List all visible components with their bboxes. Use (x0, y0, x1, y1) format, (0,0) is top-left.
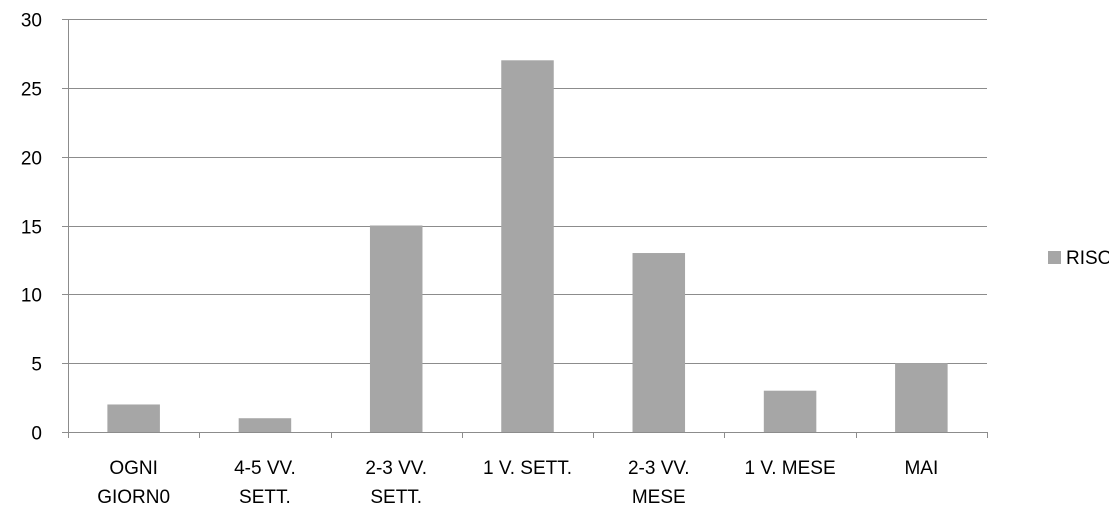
bar-2 (369, 225, 423, 432)
legend-swatch-riso (1048, 251, 1061, 264)
x-tick-label-5: 1 V. MESE (744, 458, 835, 479)
bar-4 (632, 253, 686, 432)
bar-0 (107, 404, 160, 432)
x-tick-label-4-line-1: MESE (632, 487, 686, 508)
y-tick-label-5: 5 (31, 355, 42, 376)
legend-label-riso: RISO (1066, 248, 1109, 269)
y-tick-label-25: 25 (21, 80, 42, 101)
y-tick-label-10: 10 (21, 286, 42, 307)
bars (107, 60, 948, 433)
bar-1 (238, 418, 292, 432)
bar-3 (501, 60, 554, 433)
x-tick-label-4: 2-3 VV. MESE (628, 458, 690, 508)
y-tick-label-0: 0 (31, 424, 42, 445)
x-tick-label-2: 2-3 VV. SETT. (365, 458, 427, 508)
axes (62, 19, 988, 438)
x-tick-label-1-line-0: 4-5 VV. (234, 458, 296, 479)
x-tick-label-6: MAI (904, 458, 938, 479)
bar-6 (895, 363, 948, 432)
x-tick-label-1: 4-5 VV. SETT. (234, 458, 296, 508)
x-tick-label-0-line-1: GIORN0 (97, 487, 170, 508)
x-tick-label-3: 1 V. SETT. (483, 458, 572, 479)
x-tick-label-2-line-0: 2-3 VV. (365, 458, 427, 479)
x-tick-label-4-line-0: 2-3 VV. (628, 458, 690, 479)
legend: RISO (1048, 248, 1109, 269)
y-tick-label-30: 30 (21, 11, 42, 32)
x-tick-label-3-line-0: 1 V. SETT. (483, 458, 572, 479)
x-tick-label-2-line-1: SETT. (370, 487, 422, 508)
y-tick-label-15: 15 (21, 218, 42, 239)
x-tick-label-0-line-0: OGNI (109, 458, 158, 479)
bar-5 (763, 390, 817, 432)
x-tick-label-5-line-0: 1 V. MESE (744, 458, 835, 479)
x-tick-label-1-line-1: SETT. (239, 487, 291, 508)
x-tick-label-6-line-0: MAI (904, 458, 938, 479)
x-tick-label-0: OGNI GIORN0 (97, 458, 170, 508)
y-tick-label-20: 20 (21, 149, 42, 170)
